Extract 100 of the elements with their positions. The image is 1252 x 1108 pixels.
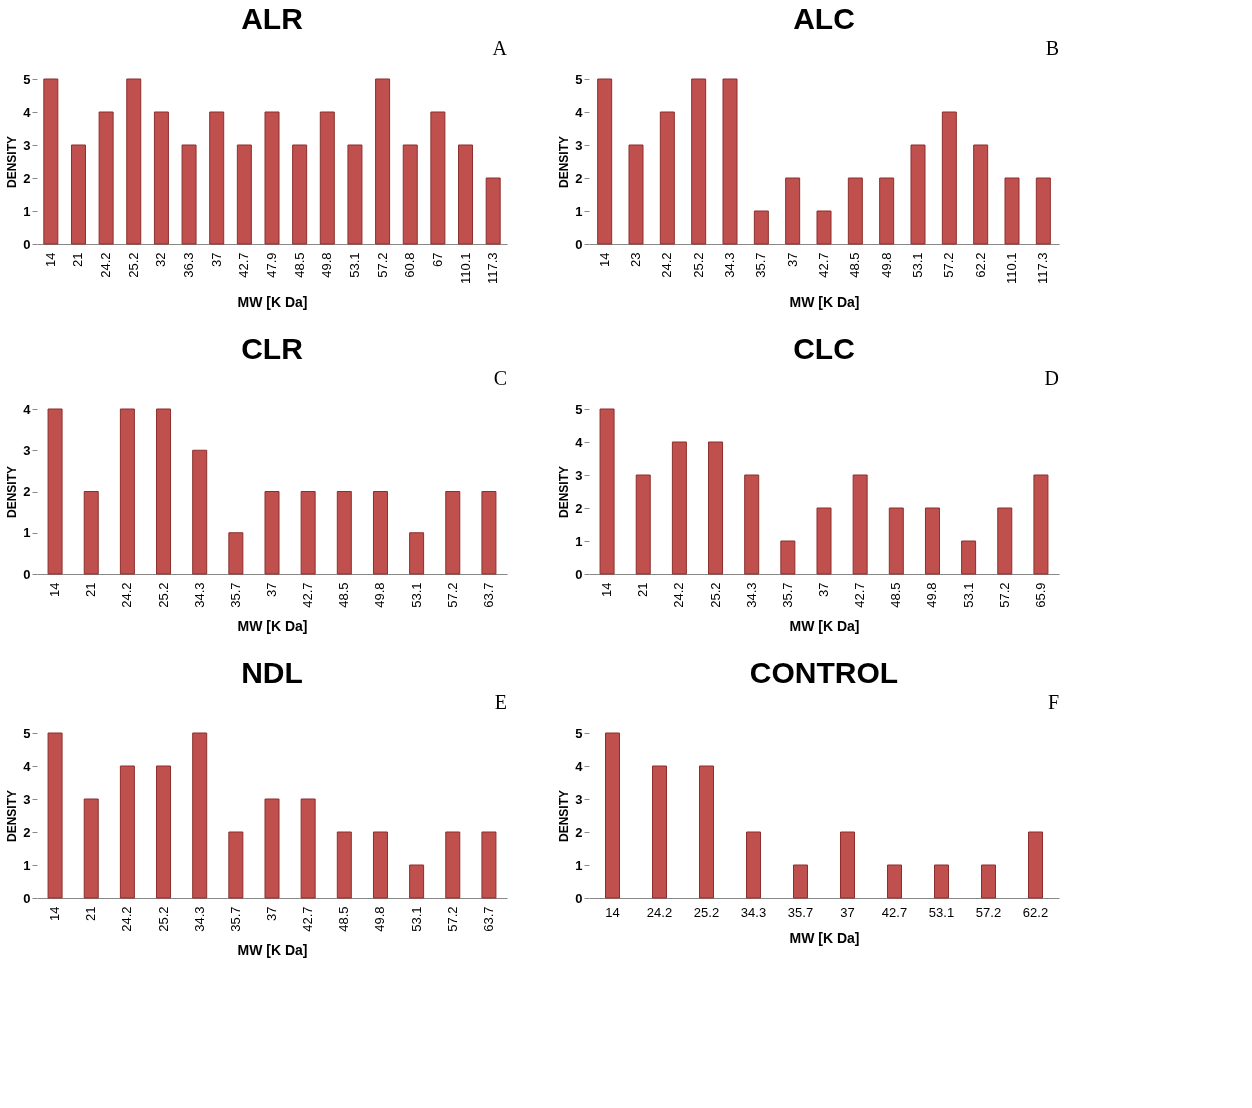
y-tick-label: 3	[575, 467, 583, 483]
y-tick-label: 3	[23, 791, 31, 807]
x-tick-label: 14	[47, 906, 63, 921]
chart-title: CLC	[793, 332, 855, 365]
x-tick-label: 53.1	[910, 252, 925, 278]
bar	[372, 831, 388, 899]
text: B	[1045, 37, 1059, 59]
bar	[300, 491, 316, 575]
x-tick-label: 48.5	[888, 582, 904, 608]
x-tick-label: 110.1	[457, 252, 473, 285]
bar	[98, 111, 114, 245]
bar	[402, 144, 418, 245]
bar	[372, 491, 388, 575]
x-tick-label: 57.2	[975, 904, 1002, 920]
y-tick-label: 4	[575, 104, 584, 120]
bar	[181, 144, 197, 245]
x-tick-label: 53.1	[346, 252, 362, 278]
x-tick-label: 21	[635, 582, 651, 597]
x-tick-label: 25.2	[690, 252, 706, 278]
x-tick-label: 117.3	[485, 252, 501, 285]
bar	[83, 491, 99, 575]
x-tick-label: 34.3	[743, 582, 759, 608]
bar	[119, 408, 135, 575]
bar	[753, 210, 769, 245]
bar	[961, 540, 977, 575]
x-tick-label: 53.1	[960, 582, 976, 608]
x-tick-label: 37	[208, 252, 224, 267]
y-tick-label: 4	[23, 758, 32, 774]
x-axis-title: MW [K Da]	[789, 617, 860, 634]
x-tick-label: 42.7	[300, 582, 316, 608]
y-tick-label: 0	[575, 566, 583, 582]
x-axis-title: MW [K Da]	[789, 294, 860, 311]
x-tick-label: 62.2	[1022, 904, 1049, 920]
x-tick-label: 34.3	[191, 906, 207, 932]
y-tick-label: 0	[575, 236, 583, 252]
bar	[691, 78, 707, 245]
x-tick-label: 48.5	[336, 906, 352, 932]
x-tick-label: 35.7	[753, 252, 769, 278]
y-tick-label: 5	[23, 71, 31, 87]
x-tick-label: 35.7	[787, 904, 814, 920]
bar	[192, 732, 208, 899]
bar	[126, 78, 142, 245]
x-tick-label: 49.8	[372, 582, 388, 608]
bar	[699, 765, 714, 899]
bar	[722, 78, 738, 245]
bar	[430, 111, 446, 245]
bar	[605, 732, 620, 899]
x-tick-label: 48.5	[336, 582, 352, 608]
x-tick-label: 42.7	[881, 904, 908, 920]
text: A	[492, 37, 508, 59]
x-tick-label: 63.7	[480, 906, 496, 932]
x-tick-label: 37	[816, 582, 831, 597]
x-tick-label: 49.8	[878, 252, 894, 278]
bar	[336, 491, 352, 575]
x-tick-label: 14	[47, 582, 63, 597]
x-tick-label: 21	[70, 252, 86, 267]
bar	[840, 831, 855, 899]
bar	[785, 177, 801, 245]
chart-title: CONTROL	[749, 656, 899, 689]
x-tick-label: 36.3	[181, 252, 197, 278]
bar	[192, 449, 208, 575]
bar	[635, 474, 651, 575]
bar	[997, 507, 1013, 575]
x-tick-label: 49.8	[319, 252, 335, 278]
bar	[744, 474, 760, 575]
x-tick-label: 63.7	[480, 582, 496, 608]
y-tick-label: 1	[575, 857, 583, 873]
y-tick-label: 5	[575, 725, 583, 741]
chart-title: NDL	[241, 656, 303, 689]
x-axis-title: MW [K Da]	[789, 929, 860, 946]
y-axis-title: DENSITY	[5, 465, 20, 519]
x-tick-label: 53.1	[408, 582, 424, 608]
bar	[481, 831, 497, 899]
x-tick-label: 25.2	[155, 582, 171, 608]
x-tick-label: 42.7	[816, 252, 831, 278]
y-tick-label: 1	[575, 203, 583, 219]
text: F	[1047, 691, 1059, 713]
x-tick-label: 62.2	[972, 252, 988, 278]
y-tick-label: 2	[575, 500, 583, 516]
y-tick-label: 4	[575, 434, 584, 450]
y-tick-label: 4	[575, 758, 584, 774]
bar	[156, 765, 172, 899]
y-tick-label: 4	[23, 401, 32, 417]
bar	[910, 144, 926, 245]
chart-title: CLR	[241, 332, 304, 365]
y-tick-label: 5	[575, 71, 583, 87]
y-tick-label: 1	[23, 203, 31, 219]
x-tick-label: 25.2	[707, 582, 723, 608]
y-axis-title: DENSITY	[5, 789, 20, 843]
bar	[941, 111, 957, 245]
x-tick-label: 14	[596, 252, 612, 267]
x-tick-label: 53.1	[928, 904, 955, 920]
text: E	[494, 691, 507, 713]
x-tick-label: 48.5	[291, 252, 307, 278]
bar	[336, 831, 352, 899]
x-tick-label: 48.5	[847, 252, 863, 278]
bar	[156, 408, 172, 575]
x-tick-label: 37	[840, 904, 855, 920]
bar	[264, 111, 280, 245]
y-tick-label: 2	[575, 170, 583, 186]
